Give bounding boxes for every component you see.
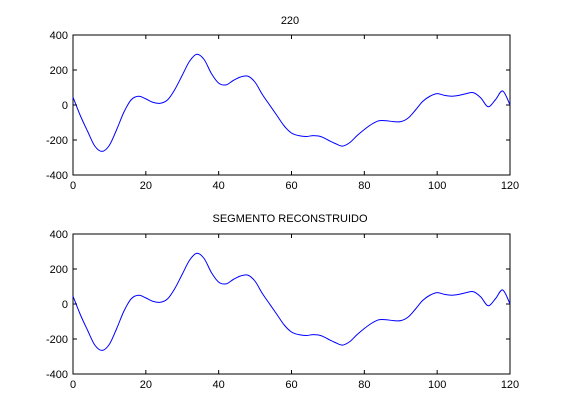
bottom-plot-x-tick-label: 120 xyxy=(501,379,519,391)
bottom-plot-series-line xyxy=(72,252,511,351)
top-plot-y-tick-label: 200 xyxy=(50,65,68,77)
top-plot-title: 220 xyxy=(281,15,299,27)
top-plot-x-tick-label: 0 xyxy=(70,180,76,192)
top-plot-y-tick-label: 0 xyxy=(62,100,68,112)
bottom-plot-x-tick-label: 100 xyxy=(428,379,446,391)
top-plot-y-tick-label: 400 xyxy=(50,30,68,42)
bottom-plot-y-tick-label: 200 xyxy=(50,264,68,276)
top-plot-frame xyxy=(72,34,511,176)
top-plot-x-tick-label: 60 xyxy=(285,180,297,192)
top-plot-panel: 220 0 20 40 60 80 100 120 -400 -200 0 200 400 xyxy=(46,15,519,192)
bottom-plot-tick-labels: 0 20 40 60 80 100 120 -400 -200 0 200 400 xyxy=(46,229,519,391)
top-plot-y-tick-label: -200 xyxy=(46,135,68,147)
top-plot-tick-labels: 0 20 40 60 80 100 120 -400 -200 0 200 400 xyxy=(46,30,519,192)
top-plot-series-line xyxy=(72,53,511,152)
top-plot-x-tick-label: 100 xyxy=(428,180,446,192)
bottom-plot-x-tick-label: 0 xyxy=(70,379,76,391)
bottom-plot-y-tick-label: 0 xyxy=(62,299,68,311)
bottom-plot-x-tick-label: 20 xyxy=(140,379,152,391)
bottom-plot-x-tick-label: 60 xyxy=(285,379,297,391)
bottom-plot-panel: SEGMENTO RECONSTRUIDO 0 20 40 60 80 100 120 -40… xyxy=(46,213,519,391)
top-plot-x-tick-label: 40 xyxy=(213,180,225,192)
top-plot-x-tick-label: 80 xyxy=(358,180,370,192)
top-plot-y-tick-label: -400 xyxy=(46,170,68,182)
bottom-plot-y-tick-label: -200 xyxy=(46,334,68,346)
bottom-plot-y-tick-label: -400 xyxy=(46,369,68,381)
bottom-plot-x-tick-label: 80 xyxy=(358,379,370,391)
bottom-plot-frame xyxy=(72,233,511,375)
bottom-plot-title: SEGMENTO RECONSTRUIDO xyxy=(212,213,367,225)
bottom-plot-y-tick-label: 400 xyxy=(50,229,68,241)
top-plot-x-tick-label: 20 xyxy=(140,180,152,192)
top-plot-x-tick-label: 120 xyxy=(501,180,519,192)
bottom-plot-x-tick-label: 40 xyxy=(213,379,225,391)
